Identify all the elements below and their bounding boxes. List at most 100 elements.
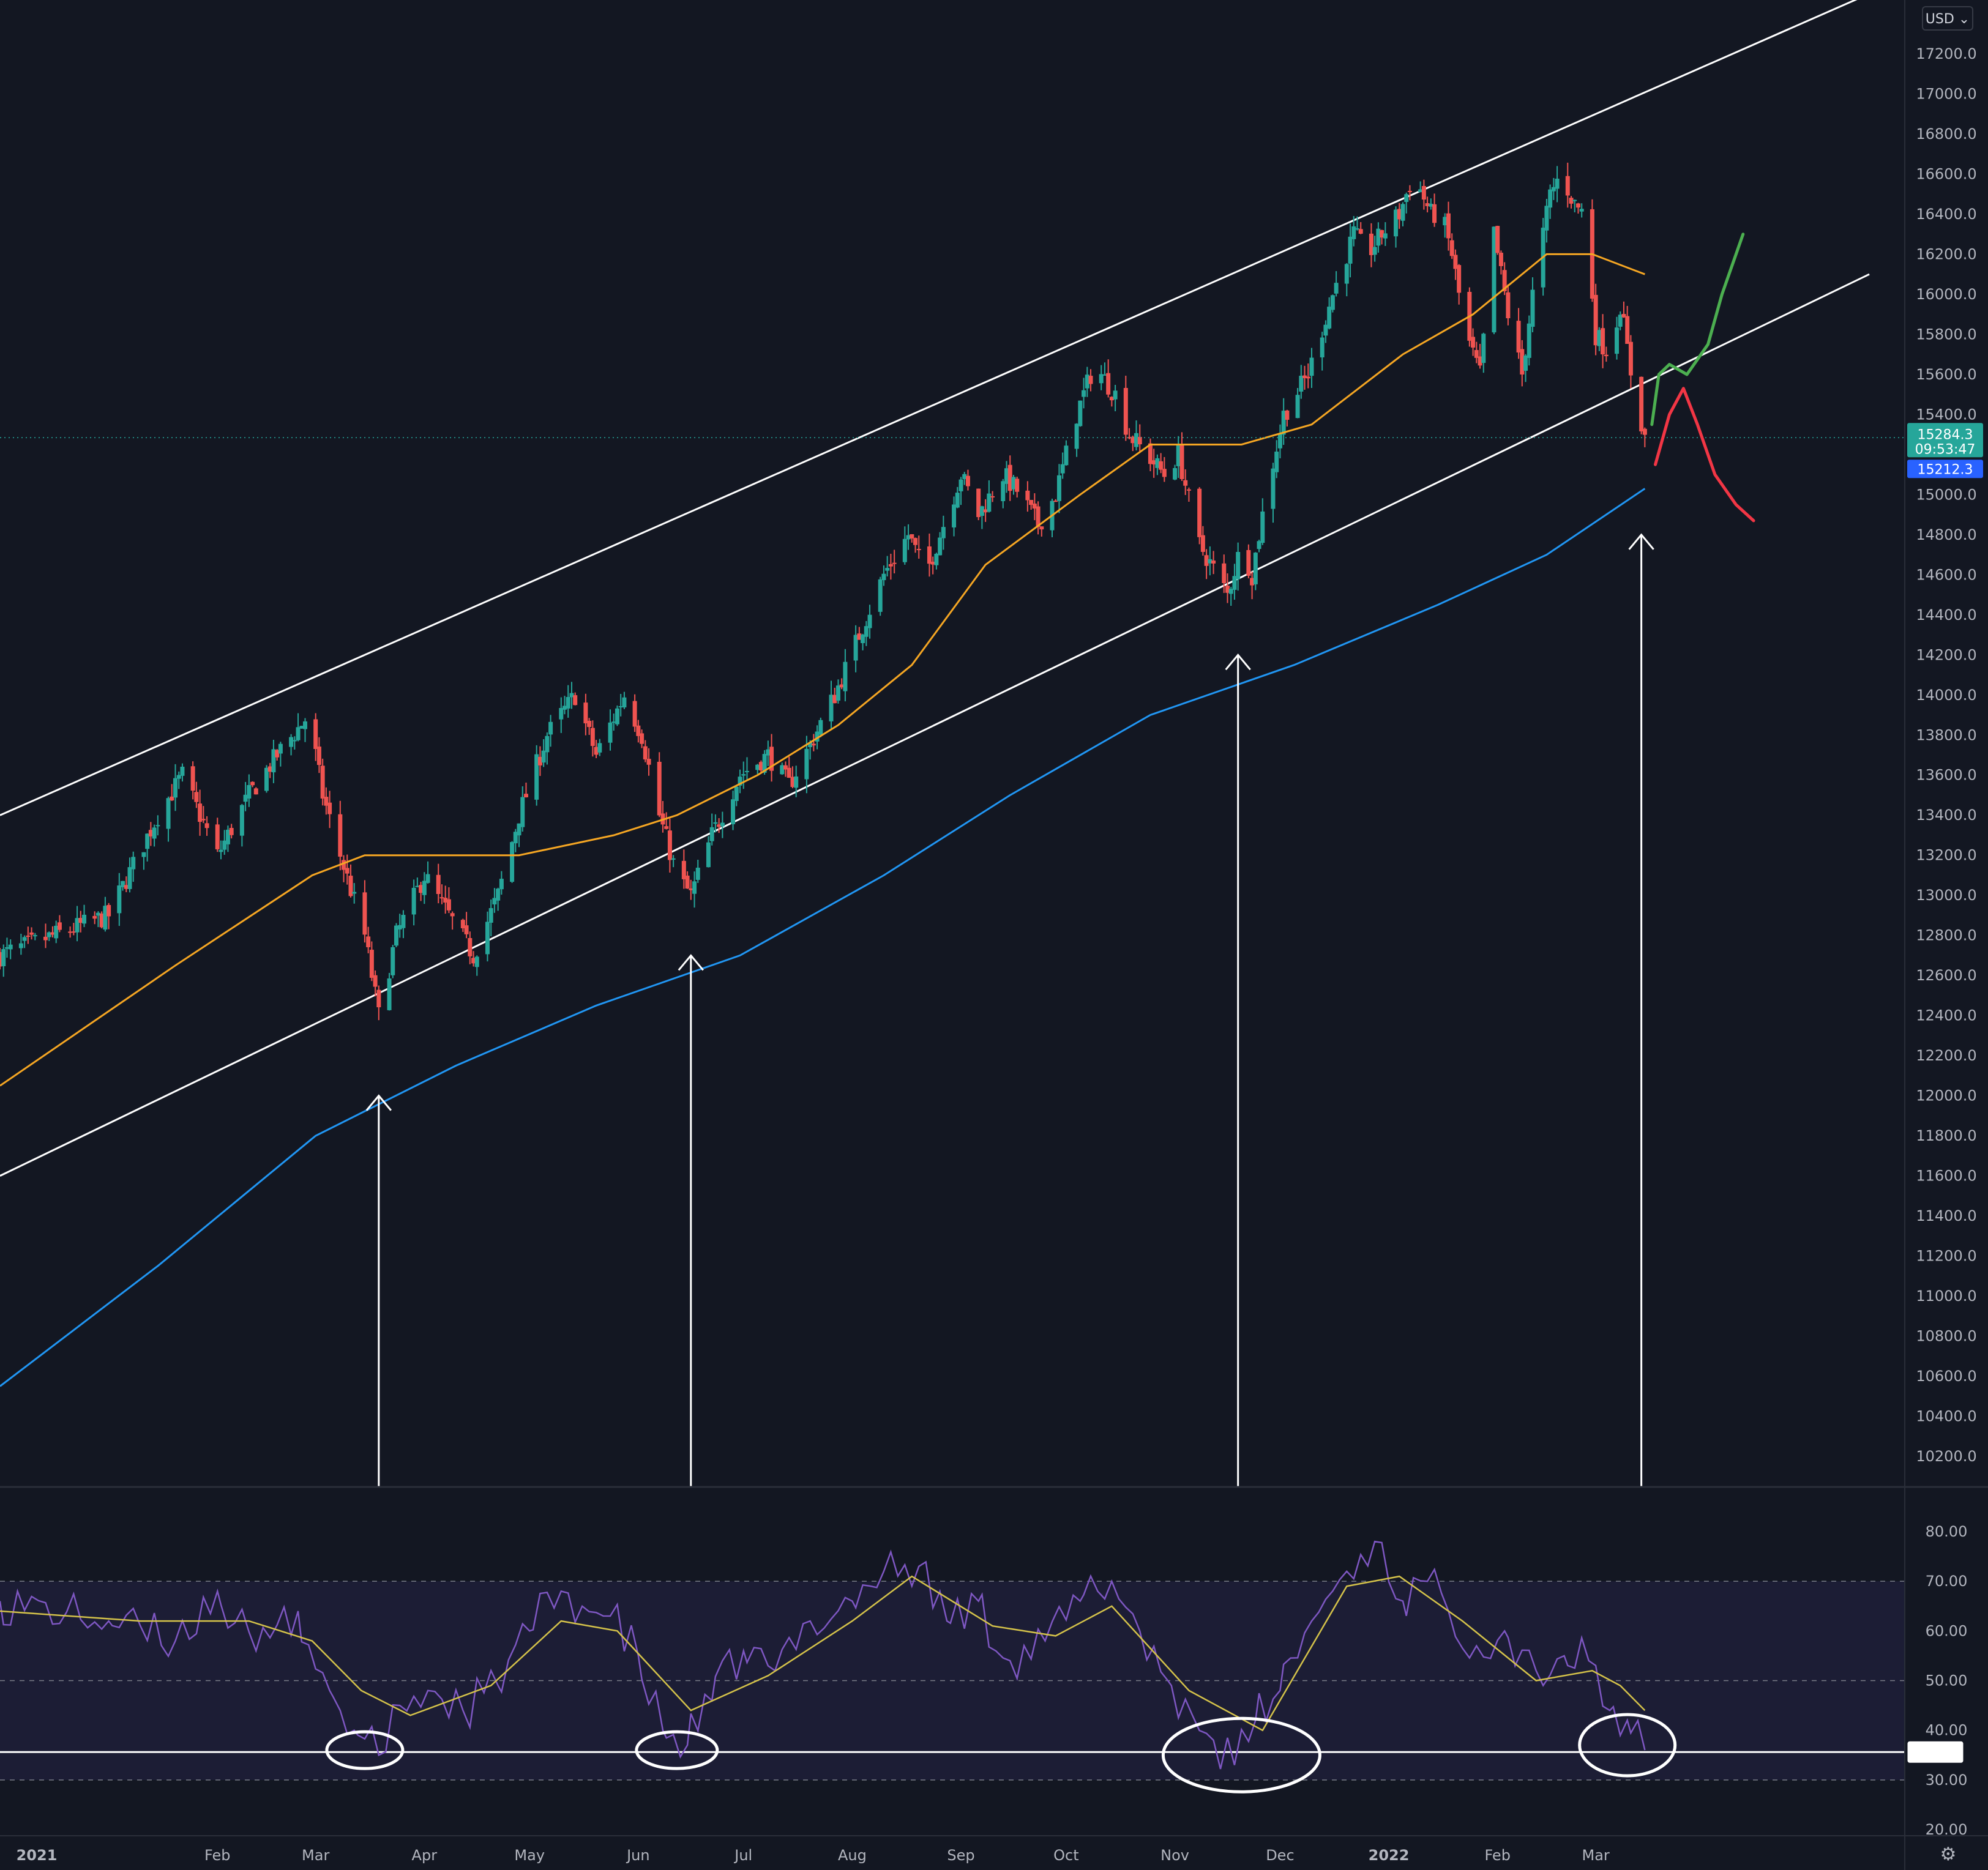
- candle-down[interactable]: [787, 767, 791, 778]
- candle-up[interactable]: [47, 932, 51, 937]
- candle-down[interactable]: [366, 936, 371, 947]
- candle-down[interactable]: [1397, 209, 1402, 220]
- candle-down[interactable]: [590, 728, 595, 747]
- candle-up[interactable]: [1492, 226, 1497, 333]
- candle-up[interactable]: [979, 506, 984, 516]
- candle-down[interactable]: [1250, 578, 1255, 586]
- candle-up[interactable]: [145, 833, 150, 849]
- candle-down[interactable]: [832, 695, 837, 704]
- candle-up[interactable]: [608, 722, 613, 743]
- gear-icon[interactable]: ⚙: [1940, 1844, 1957, 1865]
- candle-up[interactable]: [1544, 206, 1549, 231]
- candle-up[interactable]: [545, 736, 550, 753]
- candle-down[interactable]: [976, 488, 981, 518]
- candle-down[interactable]: [57, 922, 62, 930]
- candle-up[interactable]: [569, 693, 574, 698]
- candle-up[interactable]: [1372, 247, 1377, 255]
- candle-up[interactable]: [95, 912, 100, 916]
- candle-down[interactable]: [1628, 341, 1633, 376]
- candle-up[interactable]: [611, 721, 616, 723]
- candle-down[interactable]: [1380, 230, 1384, 238]
- candle-down[interactable]: [1015, 479, 1020, 492]
- candle-up[interactable]: [1271, 468, 1276, 509]
- candle-up[interactable]: [1260, 511, 1265, 543]
- candle-up[interactable]: [1404, 194, 1409, 203]
- candle-up[interactable]: [713, 822, 718, 824]
- candle-up[interactable]: [75, 918, 80, 933]
- candle-down[interactable]: [345, 868, 349, 874]
- candle-down[interactable]: [1127, 437, 1132, 439]
- candle-down[interactable]: [1407, 190, 1412, 192]
- candle-down[interactable]: [1148, 443, 1153, 464]
- candle-down[interactable]: [640, 733, 645, 744]
- candle-up[interactable]: [18, 943, 23, 948]
- candle-down[interactable]: [99, 913, 104, 928]
- candle-up[interactable]: [1082, 390, 1086, 397]
- candle-up[interactable]: [173, 778, 177, 798]
- candle-down[interactable]: [1498, 252, 1503, 266]
- candle-down[interactable]: [573, 695, 578, 706]
- candle-up[interactable]: [1323, 324, 1328, 336]
- candle-up[interactable]: [1327, 307, 1332, 329]
- candle-up[interactable]: [155, 825, 160, 827]
- candle-down[interactable]: [1621, 314, 1626, 318]
- candle-up[interactable]: [1344, 264, 1349, 284]
- candle-up[interactable]: [878, 579, 883, 612]
- candle-down[interactable]: [1604, 354, 1609, 357]
- candle-up[interactable]: [706, 842, 711, 868]
- candle-down[interactable]: [1457, 265, 1462, 293]
- candle-down[interactable]: [1211, 561, 1216, 564]
- candle-up[interactable]: [390, 947, 395, 975]
- candle-up[interactable]: [709, 827, 714, 841]
- candle-up[interactable]: [955, 493, 960, 508]
- candle-up[interactable]: [520, 797, 525, 827]
- candle-down[interactable]: [583, 702, 588, 724]
- candle-down[interactable]: [1495, 226, 1500, 253]
- candle-up[interactable]: [513, 832, 518, 844]
- candle-up[interactable]: [534, 754, 539, 800]
- candle-up[interactable]: [415, 885, 420, 887]
- rsi-plot[interactable]: [0, 1540, 1905, 1794]
- candle-down[interactable]: [1162, 469, 1167, 477]
- candle-up[interactable]: [1526, 323, 1531, 358]
- candle-down[interactable]: [1642, 428, 1647, 435]
- candle-down[interactable]: [316, 747, 321, 766]
- candle-up[interactable]: [1102, 374, 1107, 376]
- candle-up[interactable]: [843, 661, 848, 691]
- candle-up[interactable]: [1309, 357, 1314, 376]
- candle-up[interactable]: [1064, 445, 1069, 466]
- candle-down[interactable]: [1453, 255, 1458, 269]
- candle-down[interactable]: [446, 899, 451, 911]
- candle-up[interactable]: [1232, 576, 1237, 590]
- candle-down[interactable]: [1474, 350, 1479, 358]
- candle-up[interactable]: [1348, 236, 1353, 264]
- candle-up[interactable]: [1579, 209, 1584, 212]
- candle-up[interactable]: [615, 708, 619, 725]
- candle-down[interactable]: [26, 935, 31, 937]
- candle-up[interactable]: [941, 527, 946, 538]
- channel-lower-line[interactable]: [0, 273, 1870, 1177]
- candle-down[interactable]: [1471, 337, 1476, 348]
- candle-up[interactable]: [962, 474, 967, 479]
- candles[interactable]: [0, 162, 1647, 1021]
- candle-down[interactable]: [667, 830, 672, 860]
- candle-up[interactable]: [1208, 559, 1213, 564]
- candle-up[interactable]: [1, 949, 6, 967]
- candle-down[interactable]: [1565, 176, 1570, 196]
- candle-up[interactable]: [1257, 541, 1261, 549]
- candle-up[interactable]: [1551, 187, 1556, 192]
- candle-down[interactable]: [369, 950, 374, 978]
- candle-up[interactable]: [780, 765, 785, 775]
- candle-down[interactable]: [201, 819, 206, 821]
- candle-up[interactable]: [958, 479, 963, 491]
- candle-up[interactable]: [239, 805, 244, 836]
- candle-up[interactable]: [738, 777, 742, 786]
- candle-down[interactable]: [632, 701, 637, 727]
- candle-down[interactable]: [148, 830, 153, 836]
- candle-up[interactable]: [485, 922, 490, 955]
- candle-up[interactable]: [127, 867, 132, 889]
- candle-up[interactable]: [1060, 464, 1065, 474]
- candle-down[interactable]: [1625, 316, 1630, 344]
- candle-up[interactable]: [180, 766, 185, 776]
- candle-up[interactable]: [695, 868, 700, 880]
